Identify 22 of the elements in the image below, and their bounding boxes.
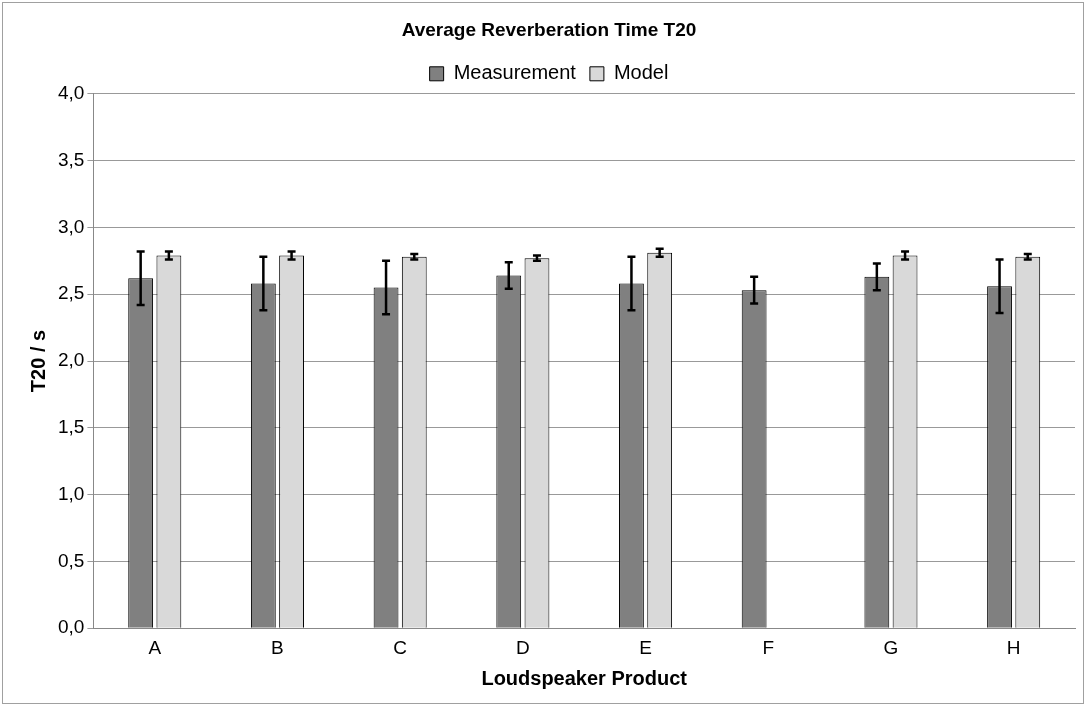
y-tick-label: 2,5 — [57, 282, 85, 304]
x-tick-label: A — [148, 636, 162, 658]
legend-label: Measurement — [453, 61, 577, 84]
x-axis-title: Loudspeaker Product — [481, 666, 688, 689]
x-tick-label: F — [762, 636, 775, 658]
y-tick-label: 0,5 — [57, 549, 85, 571]
y-axis-title: T20 / s — [26, 329, 49, 393]
x-tick-label: E — [639, 636, 652, 658]
y-tick-label: 2,0 — [57, 349, 85, 371]
y-tick-label: 4,0 — [57, 82, 85, 104]
x-tick-label: G — [883, 636, 899, 658]
chart-title: Average Reverberation Time T20 — [401, 18, 697, 40]
x-tick-label: H — [1006, 636, 1021, 658]
x-tick-label: C — [393, 636, 408, 658]
y-tick-label: 3,0 — [57, 215, 85, 237]
y-tick-label: 1,0 — [57, 482, 85, 504]
x-tick-label: B — [271, 636, 284, 658]
y-tick-label: 1,5 — [57, 416, 85, 438]
y-tick-label: 0,0 — [57, 616, 85, 638]
y-tick-label: 3,5 — [57, 148, 85, 170]
x-tick-label: D — [515, 636, 530, 658]
legend-label: Model — [613, 61, 669, 84]
